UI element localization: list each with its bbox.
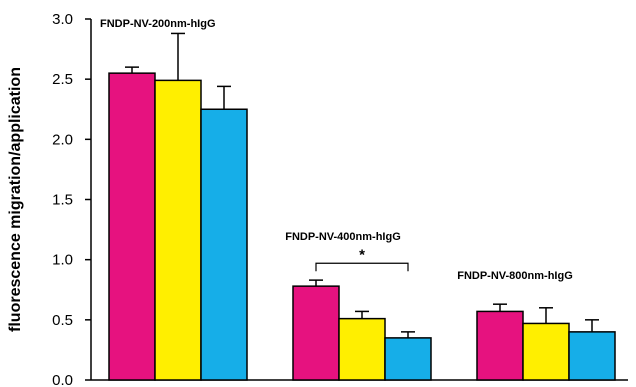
bar <box>476 310 524 381</box>
bar <box>200 108 248 381</box>
bars <box>108 32 616 381</box>
bar <box>108 72 156 381</box>
y-tick-label: 0.0 <box>52 372 73 387</box>
y-tick-label: 2.5 <box>52 71 73 88</box>
significance-bracket <box>315 262 409 272</box>
y-tick-label: 2.0 <box>52 131 73 148</box>
category-label: FNDP-NV-200nm-hIgG <box>100 18 216 30</box>
bar <box>292 285 340 381</box>
y-tick-label: 1.5 <box>52 192 73 209</box>
bar <box>154 79 202 381</box>
category-label: FNDP-NV-400nm-hIgG <box>285 231 401 243</box>
bar <box>384 337 432 381</box>
bar <box>522 322 570 381</box>
labels: 0.0 0.5 1.0 1.5 2.0 2.5 3.0 FNDP-NV-200nm-hIgG F… <box>52 11 573 387</box>
bar <box>568 331 616 381</box>
category-label: FNDP-NV-800nm-hIgG <box>457 270 573 282</box>
y-tick-label: 3.0 <box>52 11 73 28</box>
significance-star: * <box>359 246 365 263</box>
y-axis-label: fluorescence migration/application <box>7 67 24 332</box>
y-tick-label: 0.5 <box>52 312 73 329</box>
bar <box>338 317 386 381</box>
y-tick-label: 1.0 <box>52 252 73 269</box>
